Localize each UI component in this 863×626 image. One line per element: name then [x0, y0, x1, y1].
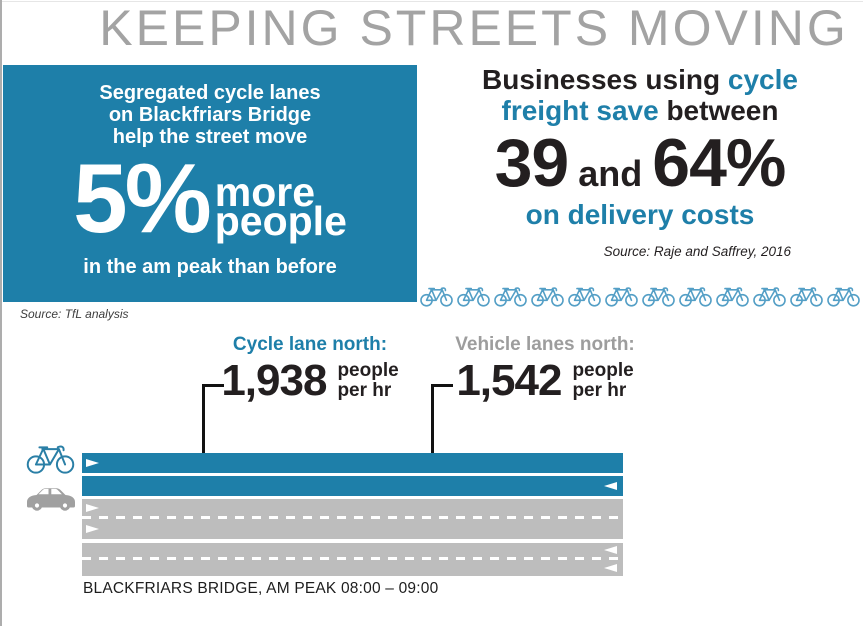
- cycle-lane-right: [82, 453, 623, 473]
- savings-high-value: 64%: [652, 125, 786, 201]
- heading-black-text: Businesses using: [482, 64, 728, 95]
- intro-line-3: help the street move: [112, 126, 308, 148]
- lane-direction-arrow-right-icon: [86, 525, 99, 533]
- cycle-flow-value: 1,938: [221, 356, 327, 405]
- gap: [82, 539, 623, 543]
- freight-heading-line-1: Businesses using cycle: [425, 64, 855, 95]
- cycle-flow-row: 1,938 people per hr: [203, 359, 417, 403]
- value-label-line-1: more: [214, 169, 316, 215]
- savings-conjunction: and: [578, 153, 643, 194]
- cycle-lane-flow-stat: Cycle lane north: 1,938 people per hr: [203, 334, 417, 403]
- bicycle-icon: [827, 287, 860, 307]
- unit-line-2: per hr: [337, 380, 392, 401]
- lane-direction-arrow-left-icon: [604, 564, 617, 572]
- heading-blue-text: freight save: [501, 95, 667, 126]
- cycle-freight-stat: Businesses using cycle freight save betw…: [425, 64, 855, 259]
- separator-dashed: [82, 516, 623, 519]
- cycle-callout-line-horizontal: [202, 384, 224, 387]
- freight-heading-line-2: freight save between: [425, 95, 855, 126]
- page-left-rule: [0, 0, 2, 626]
- heading-blue-text: cycle: [727, 64, 798, 95]
- freight-source-note: Source: Raje and Saffrey, 2016: [603, 244, 791, 259]
- intro-line-2: on Blackfriars Bridge: [108, 104, 312, 126]
- unit-line-1: people: [337, 360, 399, 381]
- cycle-lane-label: Cycle lane north:: [232, 334, 388, 355]
- cycle-freight-bikes-row: [419, 280, 861, 309]
- page-top-rule: [0, 1, 863, 2]
- bicycle-icon: [26, 445, 75, 474]
- vehicle-lane-left: [82, 560, 623, 576]
- vehicle-flow-unit: people per hr: [572, 361, 633, 401]
- vehicle-flow-value: 1,542: [456, 356, 562, 405]
- bicycle-icon: [790, 287, 823, 307]
- freight-tagline: on delivery costs: [525, 199, 755, 230]
- stat-box-intro: Segregated cycle lanes on Blackfriars Br…: [3, 82, 417, 148]
- page-title: KEEPING STREETS MOVING: [99, 0, 849, 56]
- lane-direction-arrow-left-icon: [604, 546, 617, 554]
- bicycle-icon: [642, 287, 675, 307]
- bicycle-icon: [494, 287, 527, 307]
- value-label-line-2: people: [214, 198, 347, 244]
- stat-box-footer: in the am peak than before: [83, 256, 337, 278]
- cycle-lanes-stat-box: Segregated cycle lanes on Blackfriars Br…: [3, 65, 417, 302]
- vehicle-flow-row: 1,542 people per hr: [438, 359, 652, 403]
- vehicle-callout-line-vertical: [431, 384, 434, 506]
- percent-more-people-value: 5%: [73, 143, 212, 253]
- unit-line-1: people: [572, 360, 634, 381]
- lane-direction-arrow-left-icon: [604, 482, 617, 490]
- bicycle-icon: [679, 287, 712, 307]
- separator-dashed: [82, 557, 623, 560]
- cycle-callout-line-vertical: [202, 384, 205, 458]
- bicycle-icon: [531, 287, 564, 307]
- gap: [82, 496, 623, 499]
- bicycle-icon: [420, 287, 453, 307]
- intro-line-1: Segregated cycle lanes: [99, 82, 321, 104]
- bicycle-icon: [568, 287, 601, 307]
- value-label: more people: [214, 169, 347, 244]
- separator-line: [82, 473, 623, 476]
- bicycle-icon: [716, 287, 749, 307]
- vehicle-lanes-flow-stat: Vehicle lanes north: 1,542 people per hr: [438, 334, 652, 403]
- savings-low-value: 39: [494, 125, 570, 201]
- vehicle-lane-right: [82, 519, 623, 539]
- cycle-lane-left: [82, 476, 623, 496]
- lane-direction-arrow-right-icon: [86, 503, 99, 512]
- stat-box-value-row: 5% more people: [3, 143, 417, 253]
- heading-black-text: between: [666, 95, 779, 126]
- vehicle-lane-right: [82, 499, 623, 516]
- road-caption: BLACKFRIARS BRIDGE, AM PEAK 08:00 – 09:0…: [83, 580, 439, 597]
- unit-line-2: per hr: [572, 380, 627, 401]
- lane-direction-arrow-right-icon: [86, 459, 99, 467]
- car-icon: [27, 488, 75, 511]
- vehicle-lane-left: [82, 543, 623, 557]
- cycle-flow-unit: people per hr: [337, 361, 398, 401]
- freight-heading: Businesses using cycle freight save betw…: [425, 64, 855, 126]
- bicycle-icon: [605, 287, 638, 307]
- savings-range: 39 and 64%: [425, 125, 855, 201]
- bicycle-icon: [457, 287, 490, 307]
- road-diagram: [82, 453, 623, 576]
- vehicle-lanes-label: Vehicle lanes north:: [455, 334, 635, 355]
- vehicle-callout-line-horizontal: [431, 384, 453, 387]
- bicycle-icon: [753, 287, 786, 307]
- tfl-source-note: Source: TfL analysis: [20, 307, 129, 321]
